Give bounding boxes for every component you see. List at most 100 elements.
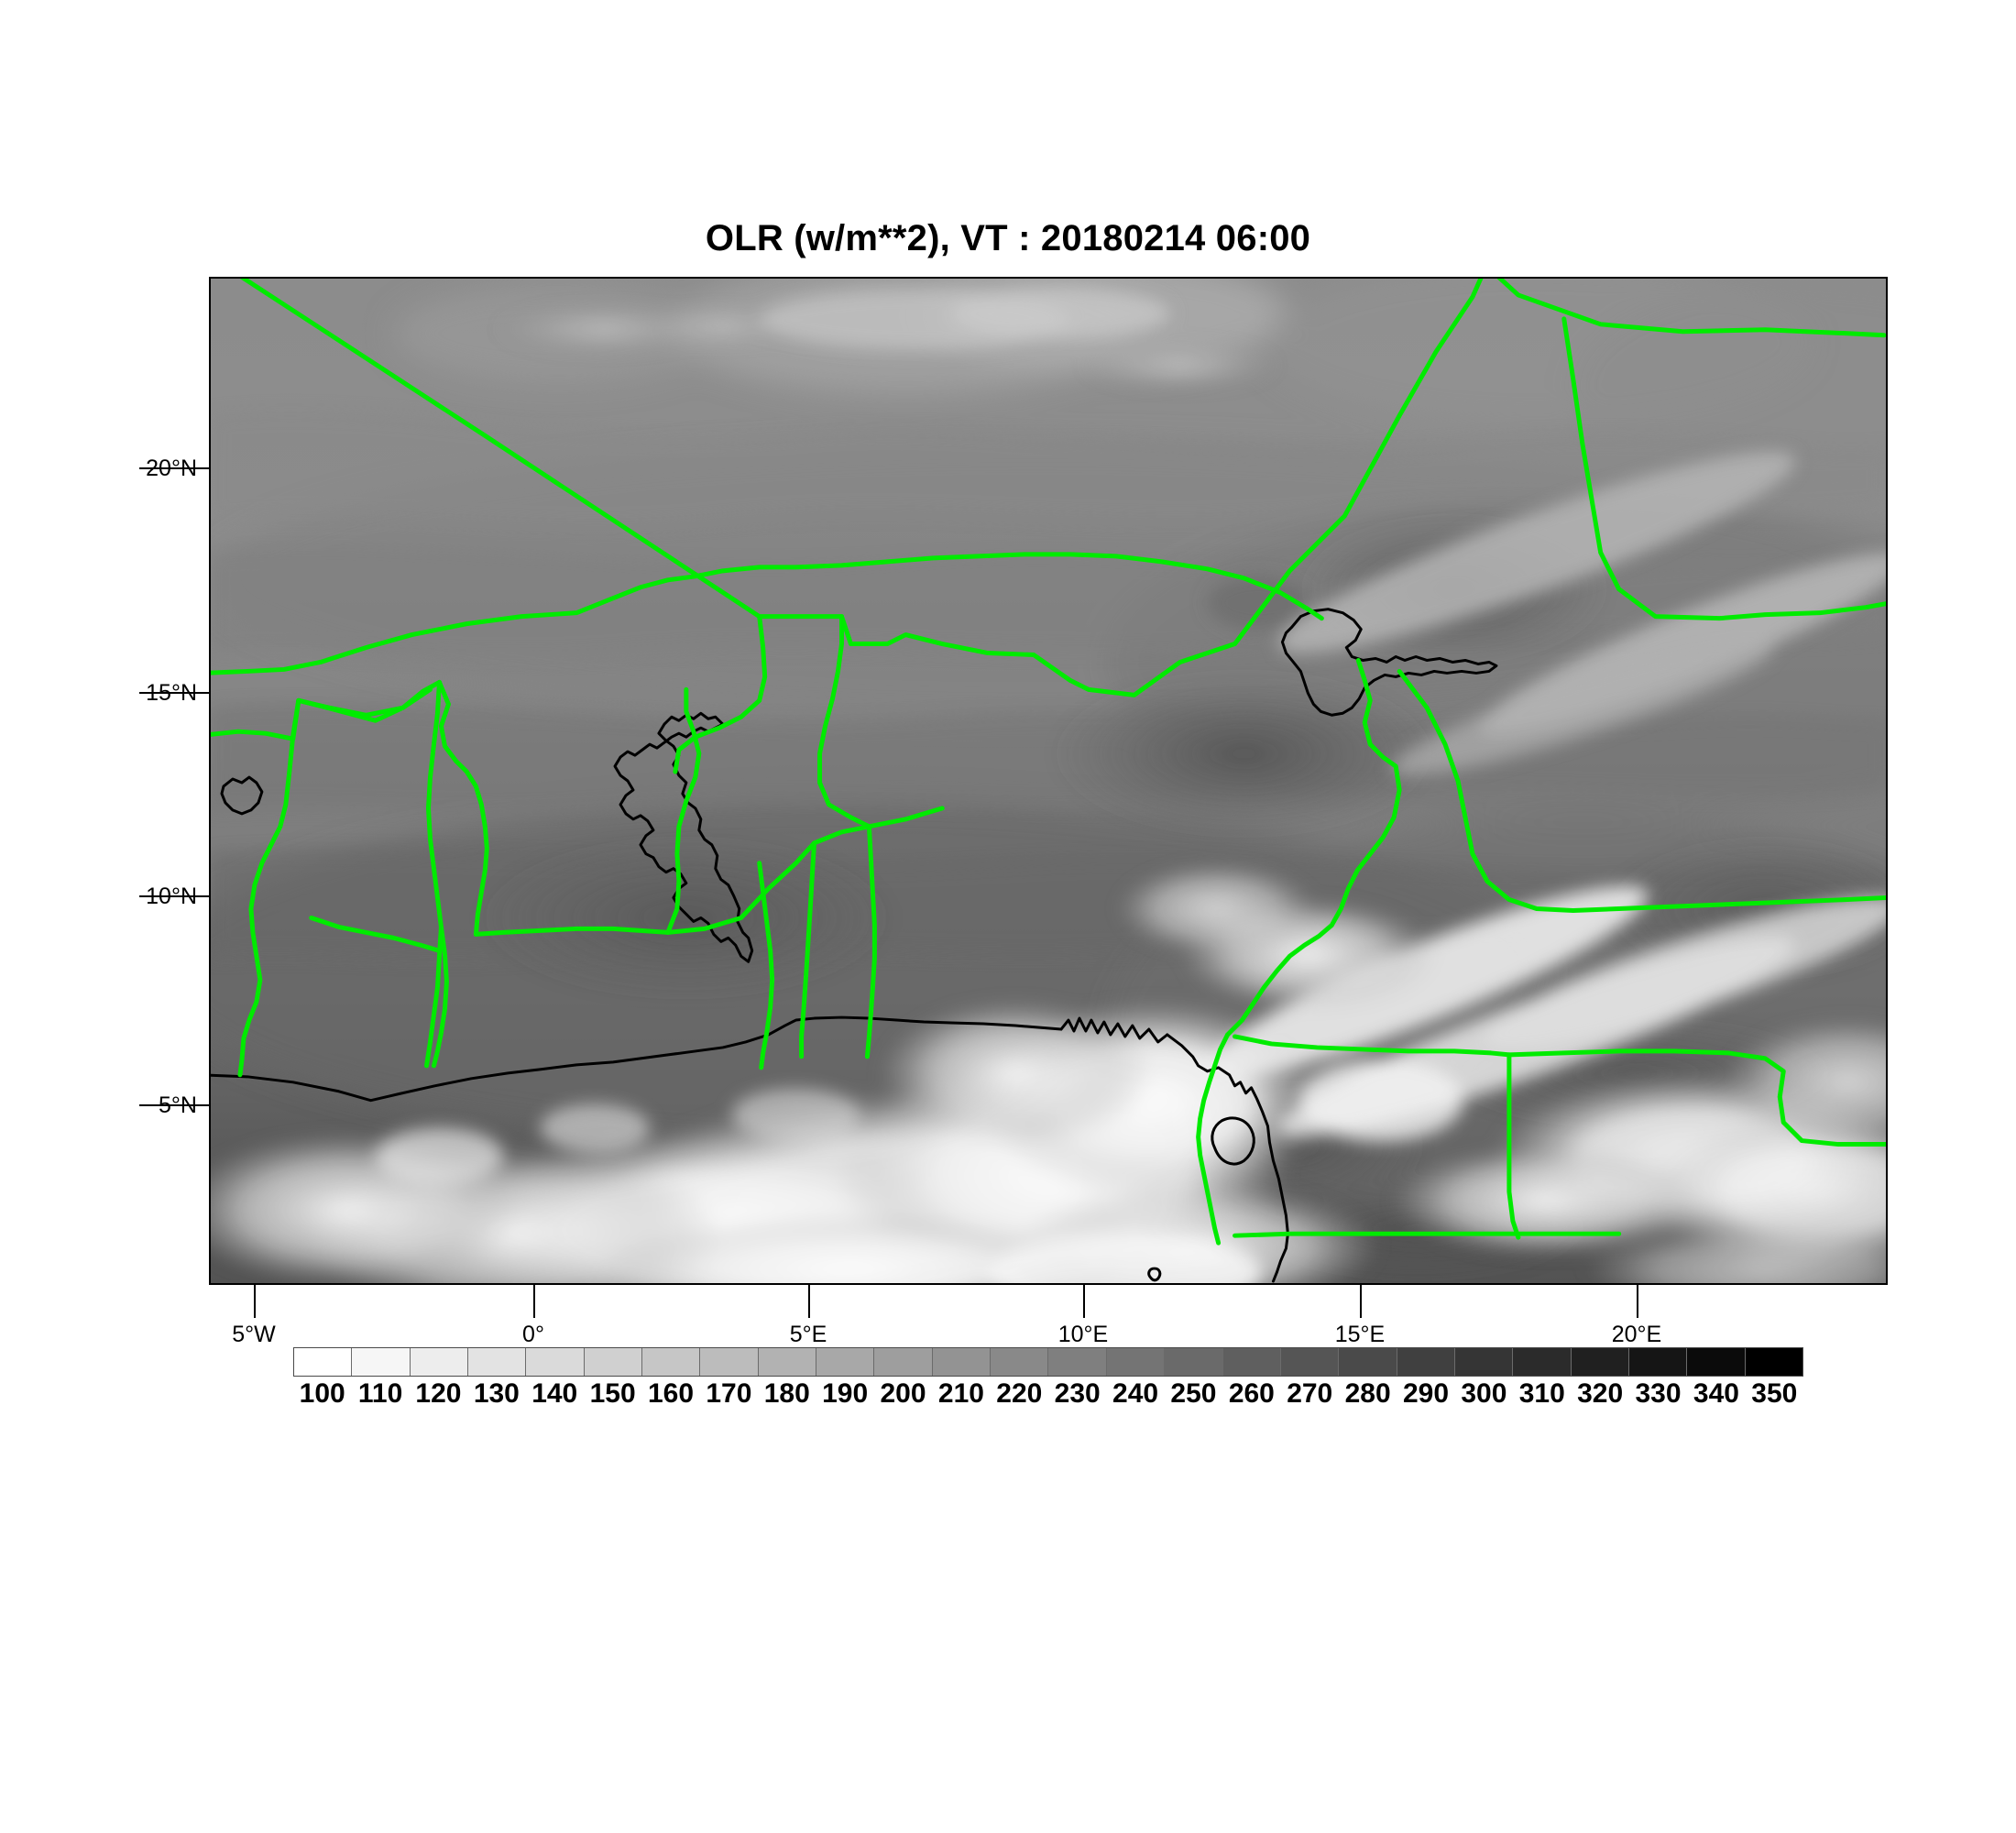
- colorbar-tick-label: 330: [1635, 1378, 1682, 1409]
- olr-convection-bright: [211, 862, 1886, 1283]
- colorbar-tick-label: 320: [1577, 1378, 1624, 1409]
- colorbar-tick-label: 170: [706, 1378, 752, 1409]
- colorbar-cell: [1397, 1348, 1455, 1376]
- colorbar-tick-label: 220: [996, 1378, 1043, 1409]
- colorbar-tick-label: 310: [1518, 1378, 1565, 1409]
- border-ghana-togo: [757, 861, 775, 1070]
- coastline-cameroon-gabon: [1166, 1033, 1289, 1283]
- colorbar-tick-label: 300: [1461, 1378, 1507, 1409]
- olr-light-streaks: [494, 287, 1886, 775]
- colorbar-cell: [352, 1348, 411, 1376]
- colorbar-cell: [1687, 1348, 1746, 1376]
- coastline-gulf-of-guinea: [211, 1015, 1063, 1103]
- colorbar-cell: [1745, 1348, 1802, 1376]
- border-car-drc: [1507, 1052, 1521, 1240]
- colorbar-cell: [932, 1348, 992, 1376]
- xtick-label-0: 0°: [522, 1322, 544, 1347]
- colorbar-cell: [1339, 1348, 1397, 1376]
- colorbar-tick-label: 270: [1287, 1378, 1333, 1409]
- colorbar-tick-label: 230: [1054, 1378, 1101, 1409]
- border-togo-benin: [799, 840, 817, 1059]
- colorbar-cell: [1280, 1348, 1340, 1376]
- island-bioko: [1211, 1116, 1255, 1166]
- border-niger-libya-chad: [1496, 279, 1886, 338]
- colorbar-tick-label: 280: [1344, 1378, 1391, 1409]
- border-chad-sudan: [1561, 316, 1886, 621]
- border-cote-divoire: [425, 679, 449, 1069]
- border-burkina-faso: [436, 679, 489, 937]
- colorbar-cell: [874, 1348, 933, 1376]
- xtick-label-10e: 10°E: [1057, 1322, 1109, 1347]
- border-burkina-ghana-top: [665, 806, 945, 935]
- xtick-mark-10e: [1083, 1285, 1085, 1318]
- colorbar-tick-label: 240: [1112, 1378, 1159, 1409]
- colorbar-tick-label: 140: [531, 1378, 578, 1409]
- border-car-congo: [1233, 1034, 1512, 1058]
- colorbar-cell: [816, 1348, 875, 1376]
- xtick-mark-15e: [1360, 1285, 1362, 1318]
- border-burkina-south: [473, 926, 671, 937]
- border-mali-niger: [673, 614, 768, 774]
- border-nigeria-cameroon-chad: [1225, 657, 1402, 1037]
- colorbar-cell: [1454, 1348, 1514, 1376]
- ytick-mark-10n: [139, 895, 209, 897]
- border-burkina-east: [665, 686, 702, 935]
- colorbar-cell: [991, 1348, 1049, 1376]
- border-guinea-mali: [237, 697, 301, 1078]
- colorbar-cell: [1165, 1348, 1223, 1376]
- colorbar-cell: [1048, 1348, 1107, 1376]
- border-liberia-cotedivoire: [309, 915, 442, 953]
- colorbar-cell: [526, 1348, 585, 1376]
- xtick-mark-20e: [1637, 1285, 1638, 1318]
- border-ghana-cotedivoire: [423, 924, 444, 1069]
- page-title: OLR (w/m**2), VT : 20180214 06:00: [705, 218, 1311, 258]
- border-benin-nigeria: [864, 824, 877, 1059]
- colorbar-cell: [1106, 1348, 1166, 1376]
- colorbar-tick-label: 130: [473, 1378, 520, 1409]
- colorbar-tick-label: 260: [1228, 1378, 1275, 1409]
- colorbar-tick-label: 110: [357, 1378, 403, 1409]
- colorbar-tick-label: 200: [880, 1378, 926, 1409]
- colorbar-cell: [758, 1348, 817, 1376]
- border-car-congo-east: [1507, 1048, 1886, 1147]
- coastline-niger-delta: [1059, 1016, 1169, 1044]
- colorbar-cell: [410, 1348, 469, 1376]
- colorbar-cell: [642, 1348, 701, 1376]
- colorbar-cell: [1628, 1348, 1688, 1376]
- colorbar-cell: [294, 1348, 353, 1376]
- border-niger-benin: [817, 614, 871, 829]
- ytick-mark-20n: [139, 467, 209, 469]
- colorbar-cell: [1571, 1348, 1629, 1376]
- colorbar-tick-label: 210: [937, 1378, 984, 1409]
- xtick-label-5e: 5°E: [789, 1322, 827, 1347]
- olr-field-svg: [211, 279, 1886, 1283]
- lake-west-small: [220, 775, 264, 816]
- colorbar-tick-label: 180: [763, 1378, 810, 1409]
- colorbar-cells[interactable]: [293, 1347, 1803, 1377]
- colorbar-tick-label: 350: [1751, 1378, 1798, 1409]
- colorbar-tick-label: 250: [1170, 1378, 1217, 1409]
- xtick-label-5w: 5°W: [232, 1322, 276, 1347]
- colorbar-tick-label: 290: [1402, 1378, 1450, 1409]
- colorbar[interactable]: [293, 1347, 1803, 1377]
- border-niger-nigeria: [211, 552, 1324, 675]
- border-chad-car: [1397, 668, 1886, 913]
- border-mali-south: [296, 686, 433, 718]
- country-border-layer: [211, 279, 1886, 1246]
- xtick-mark-5e: [808, 1285, 810, 1318]
- border-congo-drc-south: [1233, 1231, 1622, 1238]
- colorbar-tick-label: 100: [299, 1378, 345, 1409]
- border-mali-mauritania-algeria: [239, 279, 1484, 697]
- colorbar-tick-label: 120: [415, 1378, 462, 1409]
- island-sao-tome: [1147, 1267, 1162, 1282]
- map-plot-area[interactable]: [209, 277, 1888, 1285]
- xtick-label-20e: 20°E: [1611, 1322, 1662, 1347]
- colorbar-cell: [1513, 1348, 1572, 1376]
- colorbar-tick-label: 190: [822, 1378, 869, 1409]
- colorbar-labels: 100 110 120 130 140 150 160 170 180 190 200 210 220 2…: [293, 1378, 1803, 1415]
- colorbar-cell: [468, 1348, 527, 1376]
- colorbar-tick-label: 160: [647, 1378, 695, 1409]
- colorbar-cell: [584, 1348, 643, 1376]
- xtick-mark-5w: [254, 1285, 256, 1318]
